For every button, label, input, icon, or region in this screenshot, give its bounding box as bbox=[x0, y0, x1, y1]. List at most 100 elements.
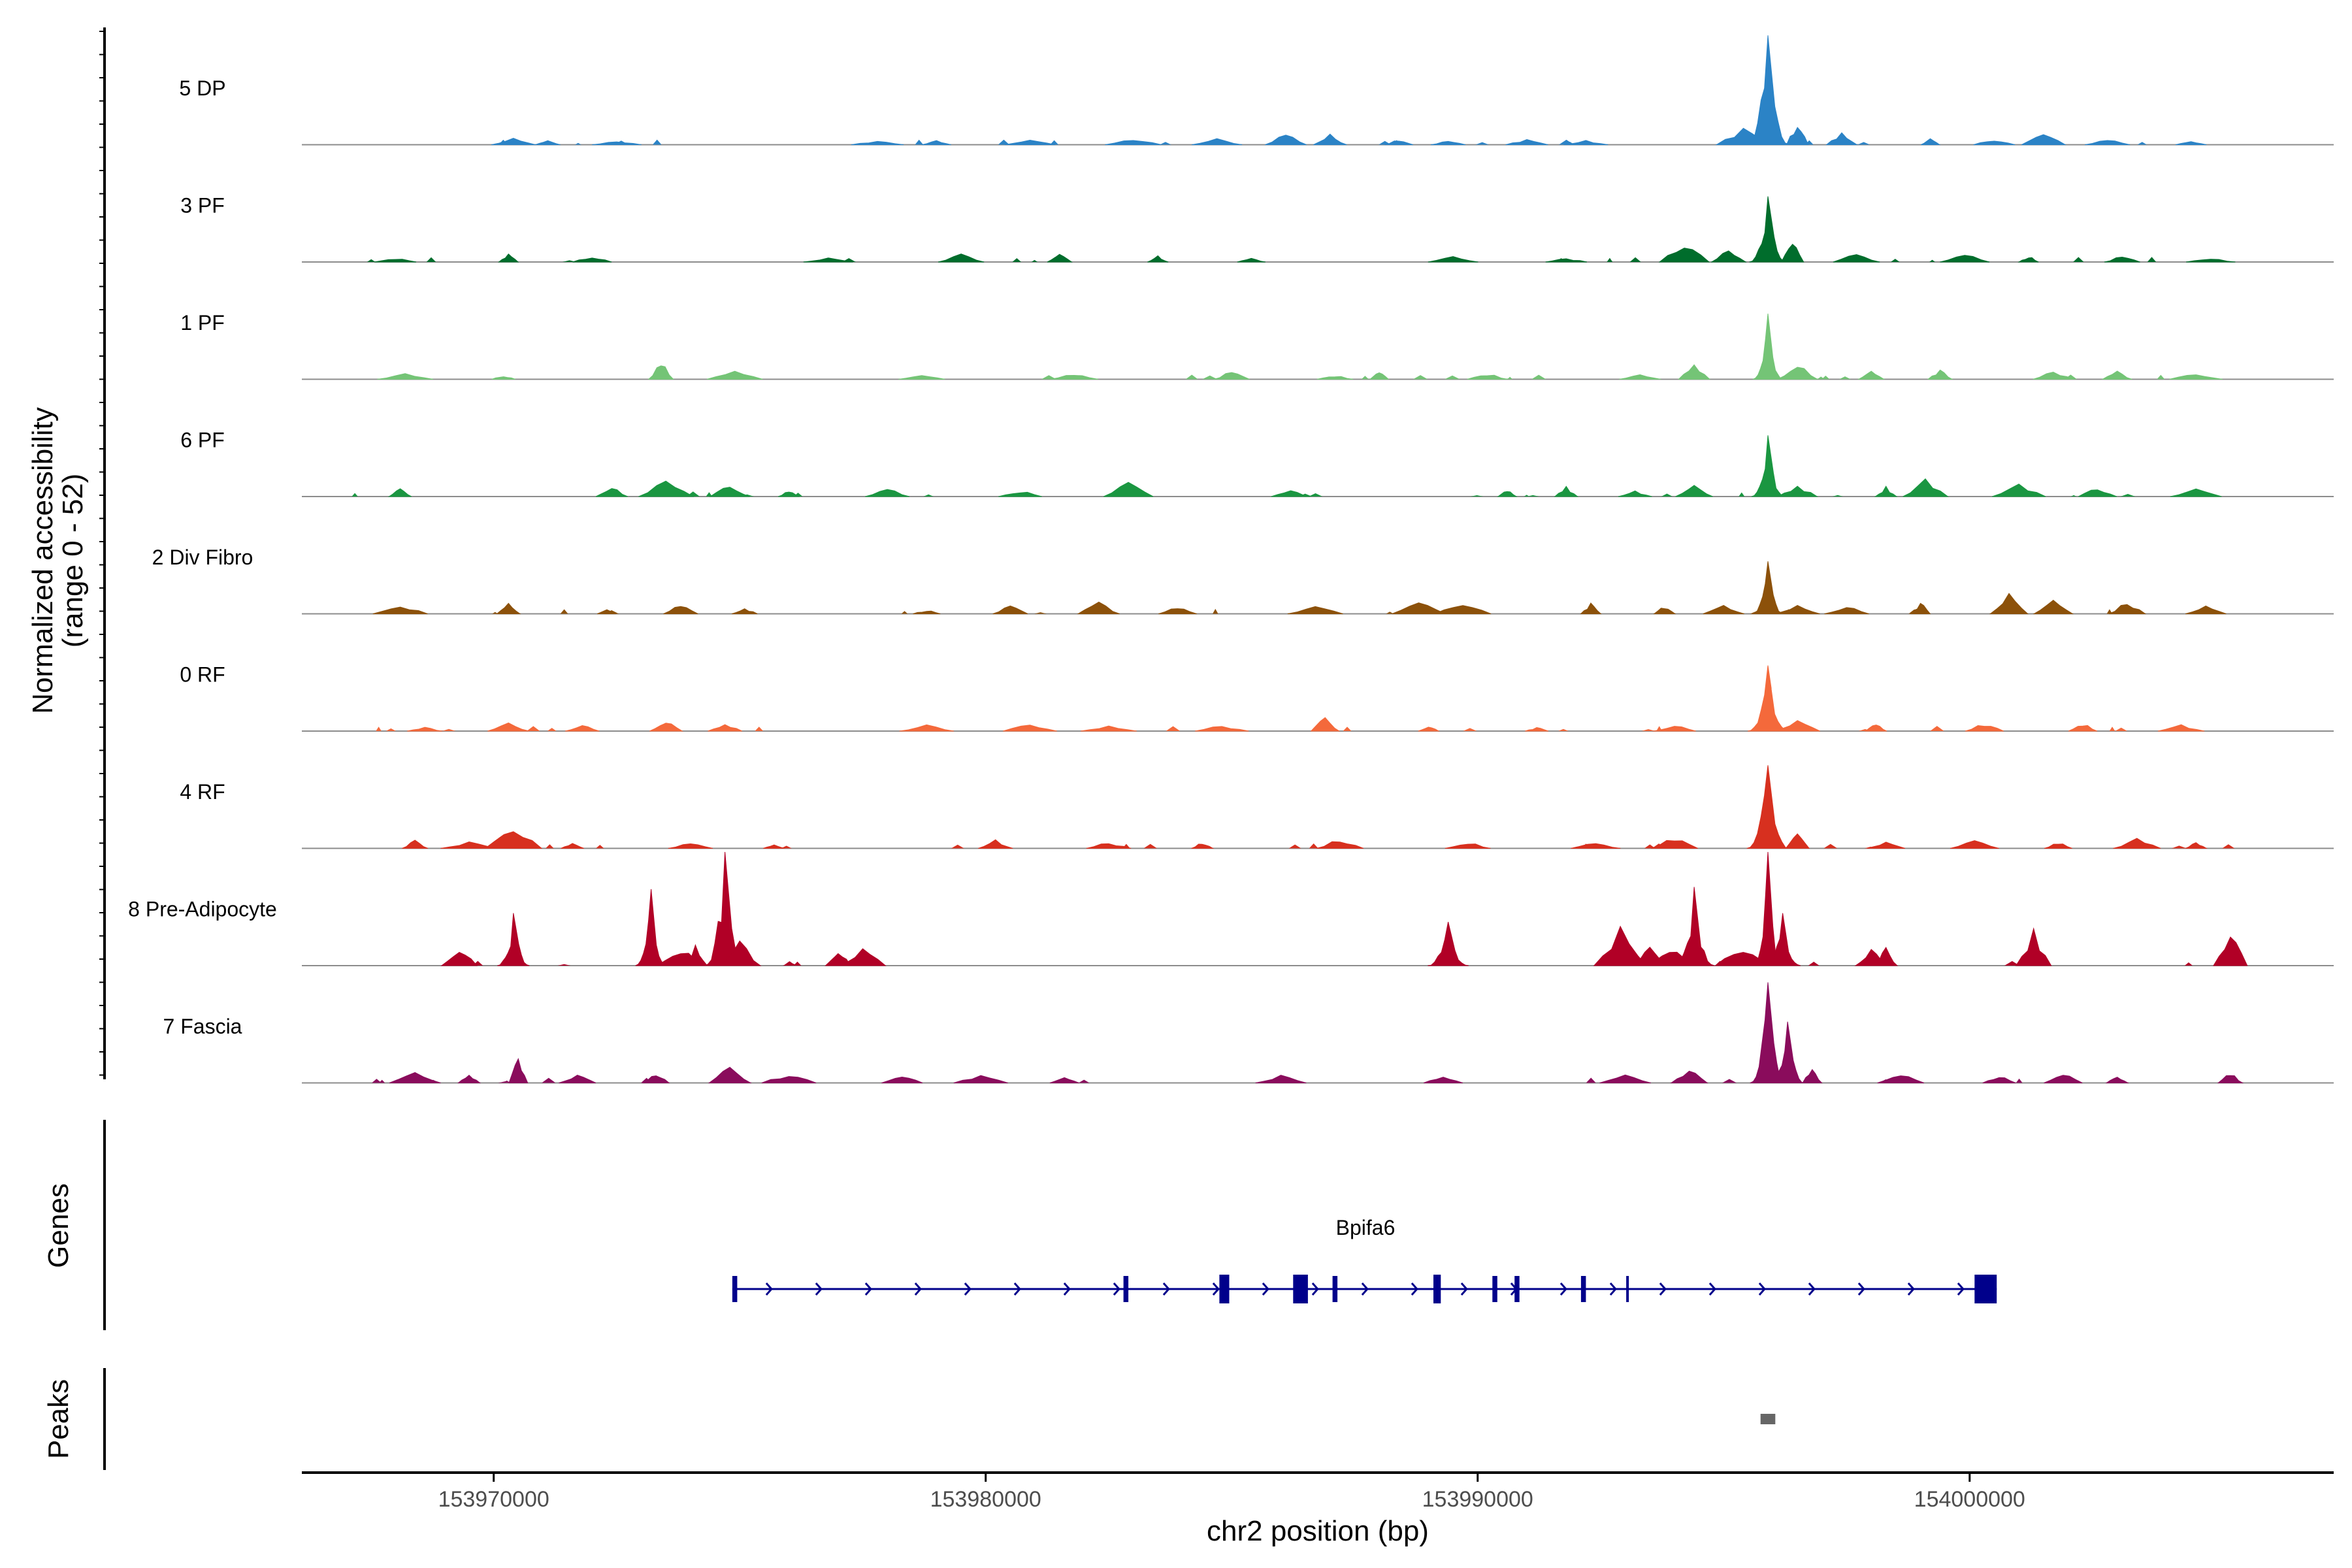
signal-noise bbox=[1582, 843, 1590, 849]
gene-exon bbox=[1974, 1275, 1997, 1303]
gene-exon bbox=[1580, 1276, 1586, 1302]
signal-peak bbox=[1430, 140, 1466, 145]
signal-peak bbox=[1077, 601, 1120, 614]
signal-peak bbox=[1992, 483, 2046, 497]
gene-exon bbox=[1492, 1276, 1497, 1302]
signal-peak bbox=[1599, 1074, 1651, 1083]
signal-noise bbox=[1823, 843, 1838, 849]
signal-noise bbox=[1202, 375, 1218, 380]
track-label: 4 RF bbox=[180, 780, 225, 804]
signal-noise bbox=[1644, 844, 1656, 849]
signal-peak bbox=[1802, 1069, 1823, 1083]
signal-noise bbox=[1936, 493, 1944, 497]
signal-peak bbox=[2015, 927, 2052, 966]
signal-peak bbox=[1746, 765, 1789, 849]
strand-arrow bbox=[1262, 1282, 1269, 1296]
signal-peak bbox=[840, 948, 887, 966]
signal-noise bbox=[2004, 961, 2020, 966]
signal-noise bbox=[2204, 259, 2214, 262]
signal-peak bbox=[708, 1066, 752, 1083]
signal-noise bbox=[2070, 495, 2077, 497]
track-label: 0 RF bbox=[180, 663, 225, 687]
signal-noise bbox=[372, 1079, 382, 1083]
gene-exon bbox=[732, 1276, 738, 1302]
signal-peak bbox=[2108, 604, 2147, 614]
signal-noise bbox=[1559, 139, 1574, 145]
signal-peak bbox=[572, 257, 612, 263]
signal-peak bbox=[1824, 607, 1869, 614]
signal-noise bbox=[1160, 142, 1171, 145]
signal-peak bbox=[2078, 489, 2117, 497]
signal-peak bbox=[1825, 132, 1859, 145]
signal-peak bbox=[1580, 602, 1602, 614]
track-0-rf: 0 RF bbox=[180, 663, 2334, 732]
signal-noise bbox=[989, 1079, 996, 1083]
peak-region bbox=[1760, 1414, 1776, 1424]
x-tick-label: 154000000 bbox=[1914, 1487, 2025, 1512]
signal-peak bbox=[1874, 485, 1898, 497]
gene-exon bbox=[1433, 1275, 1441, 1303]
signal-noise bbox=[442, 728, 456, 731]
signal-peak bbox=[978, 839, 1013, 849]
signal-noise bbox=[740, 494, 755, 497]
signal-noise bbox=[557, 964, 571, 966]
signal-peak bbox=[2185, 605, 2227, 614]
signal-peak bbox=[1435, 605, 1492, 614]
signal-peak bbox=[938, 253, 985, 263]
signal-peak bbox=[1973, 140, 2016, 145]
signal-noise bbox=[1785, 609, 1792, 614]
signal-noise bbox=[1719, 609, 1730, 614]
signal-peak bbox=[2113, 838, 2161, 849]
gene-exon bbox=[1123, 1276, 1129, 1302]
signal-noise bbox=[351, 493, 358, 497]
signal-noise bbox=[1426, 612, 1439, 614]
signal-noise bbox=[1858, 728, 1872, 731]
signal-peak bbox=[595, 488, 628, 497]
signal-peak bbox=[2217, 1075, 2244, 1083]
track-label: 7 Fascia bbox=[163, 1015, 242, 1038]
signal-noise bbox=[2180, 492, 2189, 497]
signal-noise bbox=[2109, 727, 2115, 731]
signal-noise bbox=[1507, 376, 1513, 380]
signal-peak bbox=[761, 1076, 817, 1083]
signal-peak bbox=[1920, 138, 1941, 145]
signal-noise bbox=[1445, 375, 1460, 380]
signal-noise bbox=[1386, 612, 1394, 614]
signal-peak bbox=[1903, 478, 1949, 497]
signal-noise bbox=[1805, 140, 1814, 145]
track-label: 6 PF bbox=[180, 429, 225, 452]
signal-noise bbox=[2171, 845, 2187, 849]
signal-noise bbox=[1034, 612, 1047, 614]
strand-arrow bbox=[1311, 1282, 1319, 1296]
strand-arrow bbox=[1113, 1282, 1120, 1296]
signal-noise bbox=[1808, 962, 1820, 966]
signal-peak bbox=[1049, 1077, 1079, 1083]
track-label: 8 Pre-Adipocyte bbox=[128, 898, 277, 921]
signal-noise bbox=[2137, 142, 2148, 145]
signal-noise bbox=[1629, 257, 1641, 262]
signal-noise bbox=[1729, 260, 1742, 262]
x-axis-ticks: 153970000 153980000 153990000 154000000 bbox=[438, 1473, 2025, 1512]
x-tick-label: 153980000 bbox=[930, 1487, 1041, 1512]
track-6-pf: 6 PF bbox=[180, 429, 2334, 497]
signal-peak bbox=[497, 913, 530, 966]
signal-peak bbox=[1982, 1077, 2016, 1083]
signal-noise bbox=[546, 844, 554, 849]
gene-exon bbox=[1626, 1276, 1629, 1302]
signal-noise bbox=[1413, 375, 1428, 380]
strand-arrow bbox=[1560, 1282, 1567, 1296]
signal-noise bbox=[1789, 141, 1796, 145]
signal-peak bbox=[377, 373, 434, 380]
strand-arrow bbox=[1162, 1282, 1170, 1296]
signal-noise bbox=[498, 139, 508, 145]
signal-noise bbox=[677, 494, 687, 497]
track-2-div-fibro: 2 Div Fibro bbox=[152, 546, 2334, 615]
signal-noise bbox=[1879, 1079, 1893, 1083]
signal-peak bbox=[1751, 435, 1785, 497]
signal-peak bbox=[1423, 1077, 1463, 1083]
y-axis-ticks bbox=[99, 31, 105, 1076]
signal-peak bbox=[564, 725, 600, 732]
signal-noise bbox=[1739, 492, 1745, 497]
signal-noise bbox=[1213, 608, 1218, 614]
signal-peak bbox=[1765, 913, 1801, 966]
